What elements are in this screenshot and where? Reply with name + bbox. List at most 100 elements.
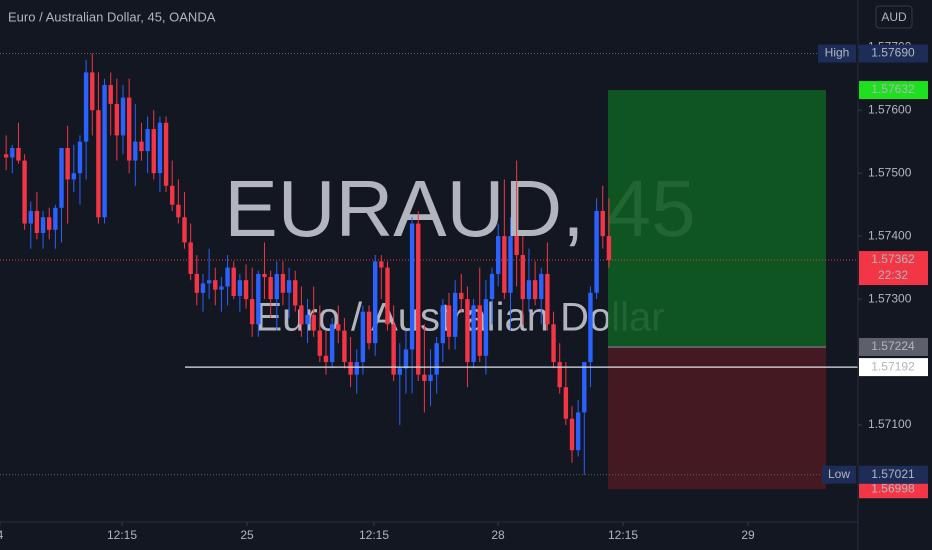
candle-body bbox=[293, 280, 298, 306]
low-price: 1.57021 bbox=[871, 467, 915, 481]
candle-body bbox=[102, 85, 107, 218]
candle-body bbox=[28, 210, 33, 224]
candle-body bbox=[323, 355, 329, 363]
candle-body bbox=[545, 273, 550, 325]
low-price-box bbox=[859, 465, 928, 484]
candle-body bbox=[274, 273, 279, 300]
candle-body bbox=[336, 324, 341, 331]
candle-body bbox=[563, 387, 569, 419]
candle-body bbox=[53, 207, 58, 230]
currency[interactable]: AUD bbox=[881, 10, 907, 24]
candle-body bbox=[366, 311, 372, 344]
candle-body bbox=[539, 273, 544, 300]
watermark-subtitle: Euro / Australian Dollar bbox=[255, 296, 664, 340]
candle-body bbox=[120, 97, 126, 136]
crosshair-price-box bbox=[859, 358, 928, 377]
candle-body bbox=[16, 147, 21, 161]
candle-body bbox=[483, 299, 489, 356]
candle-body bbox=[502, 236, 507, 293]
last-price-box bbox=[859, 251, 928, 286]
candle-body bbox=[114, 103, 120, 136]
candle-body bbox=[477, 305, 482, 356]
candle-body bbox=[90, 72, 95, 111]
candle-body bbox=[489, 273, 495, 300]
stop-price: 1.56998 bbox=[871, 481, 915, 495]
candle-body bbox=[47, 217, 52, 230]
plot-layer bbox=[3, 53, 858, 475]
candle-body bbox=[520, 255, 525, 300]
candle-body bbox=[176, 204, 181, 218]
candle-body bbox=[471, 305, 476, 363]
high-tag: High bbox=[825, 46, 850, 60]
crosshair-price: 1.57192 bbox=[871, 359, 915, 373]
candle-body bbox=[286, 280, 292, 293]
currency-box[interactable] bbox=[875, 5, 913, 29]
candle-body bbox=[59, 147, 64, 208]
candle-body bbox=[354, 362, 359, 375]
candle-body bbox=[237, 280, 243, 296]
candle-body bbox=[532, 280, 538, 300]
candle-body bbox=[305, 314, 310, 325]
candle-body bbox=[465, 299, 470, 363]
y-tick-label: 1.57300 bbox=[868, 291, 912, 305]
candle-body bbox=[163, 122, 169, 186]
candle-body bbox=[65, 147, 70, 180]
candle-body bbox=[440, 305, 446, 344]
candle-body bbox=[329, 324, 335, 363]
candle-body bbox=[77, 141, 83, 174]
candle-body bbox=[385, 267, 390, 325]
y-tick-label: 1.57100 bbox=[868, 417, 912, 431]
candle-body bbox=[379, 261, 384, 268]
candle-body bbox=[403, 349, 409, 369]
candle-body bbox=[213, 280, 218, 290]
x-tick-label: 12:15 bbox=[359, 528, 389, 542]
candle-body bbox=[225, 267, 230, 287]
candle-body bbox=[133, 141, 138, 161]
target-zone bbox=[608, 90, 826, 347]
candle-body bbox=[108, 85, 113, 104]
high-tag-box bbox=[818, 44, 856, 63]
candle-body bbox=[34, 210, 40, 233]
stop-zone bbox=[608, 346, 826, 490]
candle-body bbox=[22, 160, 27, 224]
candle-body bbox=[446, 305, 452, 337]
candle-body bbox=[452, 292, 458, 337]
candle-body bbox=[194, 273, 200, 293]
candle-body bbox=[514, 236, 519, 256]
candle-body bbox=[557, 362, 562, 388]
x-tick-label: 29 bbox=[741, 528, 755, 542]
candle-body bbox=[397, 368, 402, 375]
x-tick-label: 12:15 bbox=[107, 528, 137, 542]
candle-body bbox=[145, 129, 150, 152]
candle-body bbox=[299, 305, 304, 325]
candle-body bbox=[182, 217, 187, 243]
candle-body bbox=[434, 343, 439, 375]
entry-price-box bbox=[859, 337, 928, 356]
y-tick-label: 1.57400 bbox=[868, 228, 912, 242]
entry-price: 1.57224 bbox=[871, 339, 915, 353]
chart-title: Euro / Australian Dollar, 45, OANDA bbox=[8, 9, 216, 24]
stop-price-box bbox=[859, 480, 928, 499]
high-price-box bbox=[859, 44, 928, 63]
candle-body bbox=[569, 418, 575, 451]
candle-body bbox=[188, 242, 193, 274]
candle-body bbox=[157, 122, 163, 174]
candle-body bbox=[126, 97, 132, 161]
candle-body bbox=[268, 277, 273, 300]
candle-body bbox=[526, 280, 532, 300]
candle-body bbox=[348, 362, 353, 375]
candle-body bbox=[360, 311, 366, 363]
candle-body bbox=[40, 217, 46, 233]
candle-body bbox=[508, 236, 513, 293]
x-tick-label: 25 bbox=[240, 528, 254, 542]
low-tag: Low bbox=[828, 467, 850, 481]
candle-body bbox=[10, 147, 15, 158]
candle-body bbox=[206, 280, 212, 284]
x-tick-label: 4 bbox=[0, 528, 4, 542]
candle-body bbox=[428, 374, 433, 381]
candle-body bbox=[391, 324, 396, 375]
candle-body bbox=[372, 261, 378, 344]
candle-body bbox=[582, 362, 587, 413]
